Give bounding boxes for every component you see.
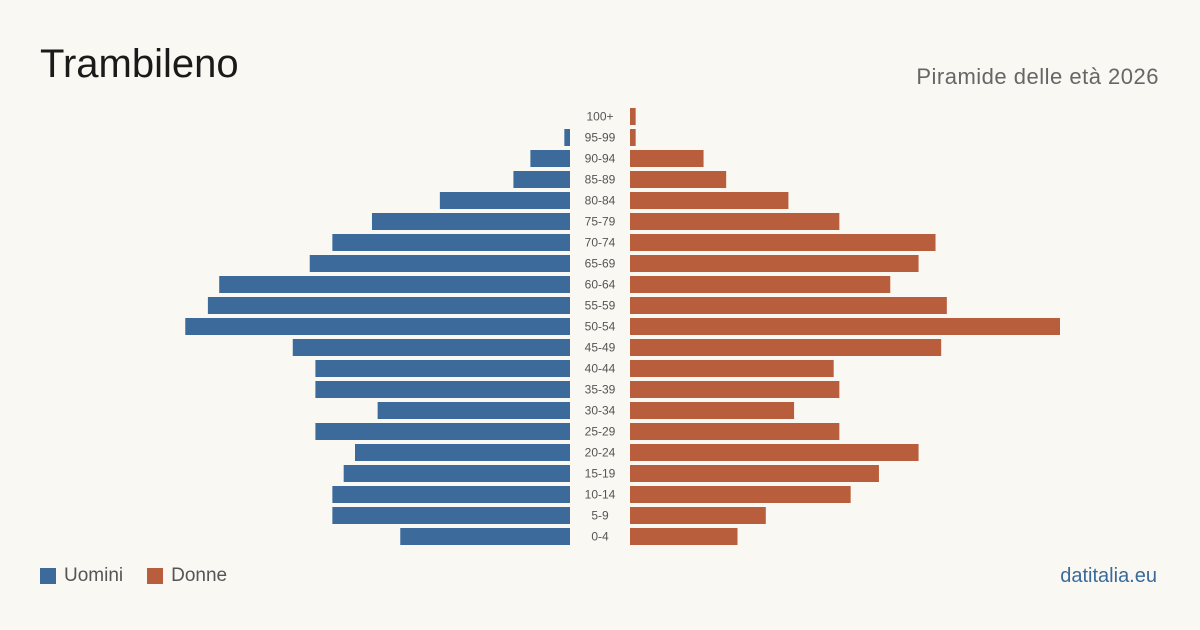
bar-men-50-54 <box>185 318 570 335</box>
age-label-20-24: 20-24 <box>585 446 616 460</box>
bar-men-65-69 <box>309 255 570 272</box>
age-label-25-29: 25-29 <box>585 425 616 439</box>
bar-women-90-94 <box>630 150 704 167</box>
bar-men-5-9 <box>332 507 570 524</box>
page-title: Trambileno <box>40 42 239 86</box>
age-label-30-34: 30-34 <box>585 404 616 418</box>
bar-women-50-54 <box>630 318 1060 335</box>
age-label-0-4: 0-4 <box>591 530 609 544</box>
age-label-90-94: 90-94 <box>585 152 616 166</box>
bar-women-85-89 <box>630 171 727 188</box>
bar-men-75-79 <box>371 213 570 230</box>
bar-women-25-29 <box>630 423 840 440</box>
bar-women-60-64 <box>630 276 891 293</box>
age-label-55-59: 55-59 <box>585 299 616 313</box>
legend: Uomini Donne <box>40 565 251 587</box>
bar-men-30-34 <box>377 402 570 419</box>
bar-men-0-4 <box>400 528 570 545</box>
bar-men-25-29 <box>315 423 570 440</box>
bar-women-70-74 <box>630 234 936 251</box>
bar-women-95-99 <box>630 129 636 146</box>
bar-men-95-99 <box>564 129 570 146</box>
bar-men-55-59 <box>207 297 571 314</box>
bar-women-40-44 <box>630 360 834 377</box>
bar-women-0-4 <box>630 528 738 545</box>
brand-link[interactable]: datitalia.eu <box>1060 565 1157 587</box>
chart-subtitle: Piramide delle età 2026 <box>916 64 1159 89</box>
age-label-10-14: 10-14 <box>585 488 616 502</box>
bar-men-85-89 <box>513 171 570 188</box>
bar-women-80-84 <box>630 192 789 209</box>
bar-men-35-39 <box>315 381 570 398</box>
legend-item-women: Donne <box>147 565 227 587</box>
bar-women-35-39 <box>630 381 840 398</box>
bar-women-10-14 <box>630 486 851 503</box>
bar-women-15-19 <box>630 465 879 482</box>
age-label-100+: 100+ <box>586 110 613 124</box>
bar-women-30-34 <box>630 402 795 419</box>
legend-label-men: Uomini <box>64 565 124 586</box>
legend-item-men: Uomini <box>40 565 123 587</box>
legend-swatch-women <box>147 568 164 584</box>
age-label-65-69: 65-69 <box>585 257 616 271</box>
legend-label-women: Donne <box>171 565 228 586</box>
bar-men-60-64 <box>219 276 571 293</box>
age-label-50-54: 50-54 <box>585 320 616 334</box>
bar-women-5-9 <box>630 507 766 524</box>
age-label-5-9: 5-9 <box>591 509 609 523</box>
age-label-35-39: 35-39 <box>585 383 616 397</box>
bar-women-45-49 <box>630 339 942 356</box>
bar-men-80-84 <box>439 192 570 209</box>
bar-men-20-24 <box>355 444 570 461</box>
age-label-85-89: 85-89 <box>585 173 616 187</box>
bar-men-45-49 <box>292 339 570 356</box>
age-label-70-74: 70-74 <box>585 236 616 250</box>
age-label-15-19: 15-19 <box>585 467 616 481</box>
age-label-95-99: 95-99 <box>585 131 616 145</box>
legend-swatch-men <box>40 568 56 584</box>
age-label-80-84: 80-84 <box>585 194 616 208</box>
bar-women-65-69 <box>630 255 919 272</box>
bar-men-90-94 <box>530 150 570 167</box>
bar-men-40-44 <box>315 360 570 377</box>
age-label-40-44: 40-44 <box>585 362 616 376</box>
age-label-45-49: 45-49 <box>585 341 616 355</box>
age-label-60-64: 60-64 <box>585 278 616 292</box>
bar-women-55-59 <box>630 297 947 314</box>
bar-men-15-19 <box>343 465 570 482</box>
bar-women-100+ <box>630 108 636 125</box>
bar-men-70-74 <box>332 234 570 251</box>
bar-men-10-14 <box>332 486 570 503</box>
bar-women-75-79 <box>630 213 840 230</box>
bar-women-20-24 <box>630 444 919 461</box>
age-label-75-79: 75-79 <box>585 215 616 229</box>
